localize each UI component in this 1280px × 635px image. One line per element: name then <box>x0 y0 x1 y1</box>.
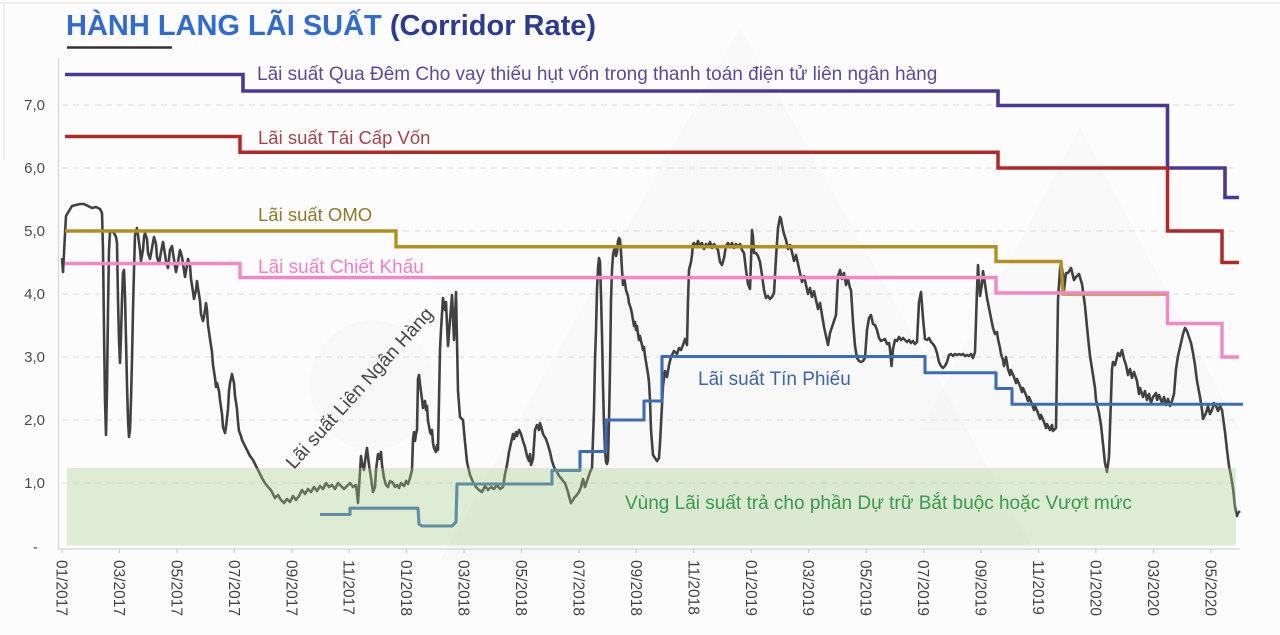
svg-text:09/2019: 09/2019 <box>972 560 989 616</box>
svg-text:Vùng Lãi suất trả cho phần Dự: Vùng Lãi suất trả cho phần Dự trữ Bắt bu… <box>625 492 1132 514</box>
svg-text:03/2018: 03/2018 <box>455 560 472 616</box>
svg-text:11/2018: 11/2018 <box>684 560 701 615</box>
svg-text:-: - <box>33 539 38 556</box>
svg-text:2,0: 2,0 <box>24 412 45 429</box>
svg-text:11/2019: 11/2019 <box>1029 560 1046 615</box>
svg-text:01/2018: 01/2018 <box>397 560 414 616</box>
svg-text:05/2018: 05/2018 <box>512 560 529 616</box>
svg-text:09/2017: 09/2017 <box>282 560 299 616</box>
svg-text:03/2020: 03/2020 <box>1144 560 1161 616</box>
svg-text:7,0: 7,0 <box>24 97 45 114</box>
svg-text:05/2019: 05/2019 <box>857 560 874 616</box>
svg-text:4,0: 4,0 <box>24 286 45 303</box>
svg-text:1,0: 1,0 <box>24 475 45 492</box>
svg-text:Lãi suất Chiết Khấu: Lãi suất Chiết Khấu <box>258 257 424 278</box>
svg-text:6,0: 6,0 <box>24 160 45 177</box>
svg-text:01/2017: 01/2017 <box>53 560 70 616</box>
svg-text:5,0: 5,0 <box>24 223 45 240</box>
svg-text:Lãi suất Tín Phiếu: Lãi suất Tín Phiếu <box>698 369 851 390</box>
svg-text:Lãi suất Tái Cấp Vốn: Lãi suất Tái Cấp Vốn <box>258 127 430 148</box>
svg-text:01/2019: 01/2019 <box>742 560 759 616</box>
svg-text:01/2020: 01/2020 <box>1086 560 1103 616</box>
svg-text:03/2017: 03/2017 <box>110 560 127 616</box>
svg-text:07/2019: 07/2019 <box>914 560 931 616</box>
svg-text:07/2017: 07/2017 <box>225 560 242 616</box>
svg-text:3,0: 3,0 <box>24 349 45 366</box>
svg-text:07/2018: 07/2018 <box>570 560 587 616</box>
svg-text:Lãi suất Qua Đêm Cho vay thiếu: Lãi suất Qua Đêm Cho vay thiếu hụt vốn t… <box>257 64 937 85</box>
svg-text:05/2020: 05/2020 <box>1201 560 1218 616</box>
svg-text:09/2018: 09/2018 <box>627 560 644 616</box>
svg-text:03/2019: 03/2019 <box>799 560 816 616</box>
svg-text:05/2017: 05/2017 <box>167 560 184 616</box>
svg-text:HÀNH LANG LÃI SUẤT (Corridor R: HÀNH LANG LÃI SUẤT (Corridor Rate) <box>66 8 596 42</box>
svg-text:Lãi suất OMO: Lãi suất OMO <box>258 204 372 225</box>
svg-text:11/2017: 11/2017 <box>340 560 357 615</box>
